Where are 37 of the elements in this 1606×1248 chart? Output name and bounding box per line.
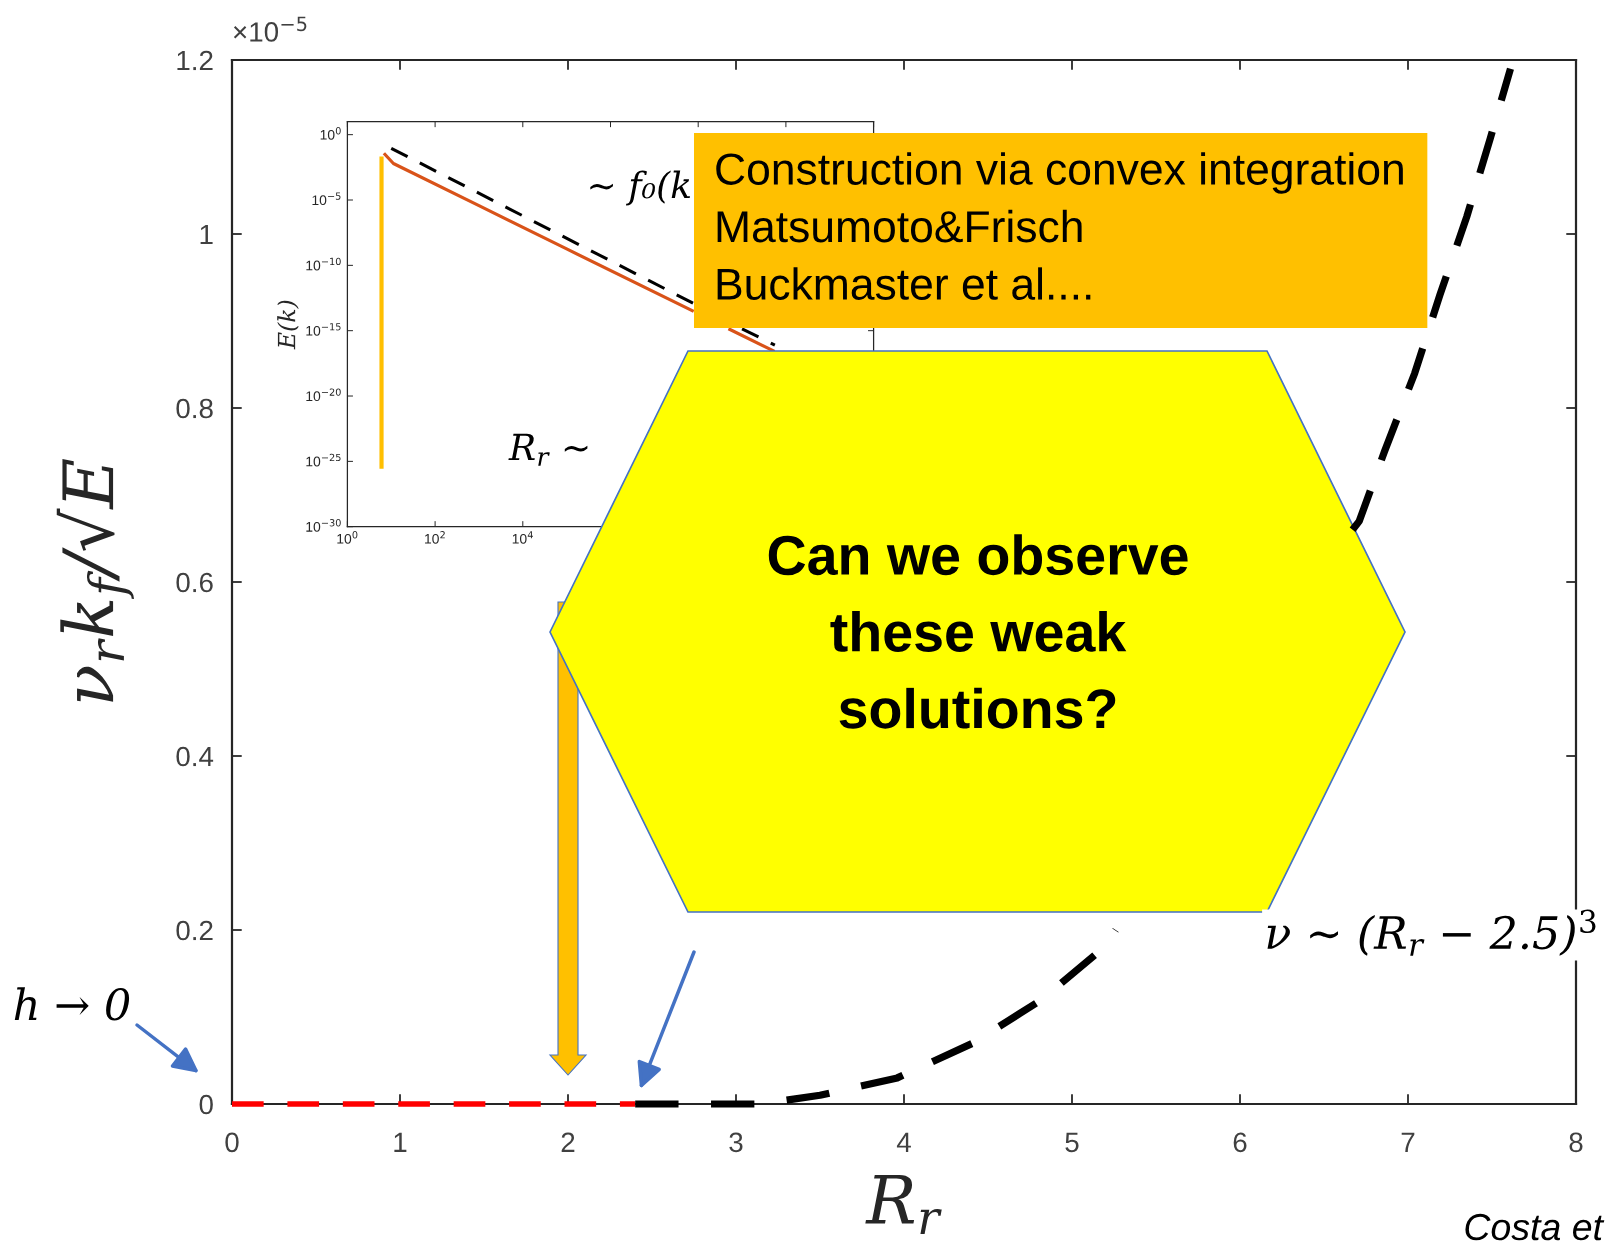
x-tick-label: 10$^{0}$ <box>337 531 358 544</box>
annotation: R$_{r}$ ∼ <box>508 433 588 466</box>
y-tick-label: 0.4 <box>176 746 214 767</box>
x-tick-label: 4 <box>896 1132 911 1152</box>
y-tick-label: 0.2 <box>176 920 213 941</box>
x-tick-label: 0 <box>225 1132 239 1153</box>
y-tick-label: 10$^{−25}$ <box>306 453 341 467</box>
x-tick-label: 3 <box>729 1132 743 1153</box>
y-tick-label: 0 <box>199 1094 213 1115</box>
x-tick-label: 6 <box>1233 1132 1247 1153</box>
y-axis-title: E(k) <box>277 300 299 350</box>
x-tick-label: 7 <box>1401 1132 1415 1152</box>
x-tick-label: 5 <box>1065 1132 1079 1153</box>
y-tick-label: 10$^{−5}$ <box>312 192 341 206</box>
x-axis-title: R$_{r}$ <box>865 1174 942 1234</box>
y-tick-label: 10$^{0}$ <box>320 127 341 140</box>
y-tick-label: 10$^{−20}$ <box>306 388 341 402</box>
y-tick-label: 0.8 <box>176 398 213 419</box>
y-tick-label: 1 <box>200 224 213 245</box>
x-tick-label: 2 <box>561 1132 575 1152</box>
text: ×10$^{−5}$ <box>233 16 307 42</box>
y-tick-label: 0.6 <box>176 572 213 593</box>
y-tick-label: 1.2 <box>177 50 213 71</box>
y-axis-title: ν$_{r}$k$_{f}$/√E <box>56 459 135 702</box>
y-tick-label: 10$^{−15}$ <box>306 323 341 336</box>
y-tick-label: 10$^{−10}$ <box>306 257 341 271</box>
x-tick-label: 1 <box>394 1132 407 1152</box>
x-tick-label: 8 <box>1569 1132 1583 1153</box>
annotation: Construction via convex integration Matsumoto&Frisch Buckmaster et al.... <box>716 152 1403 300</box>
annotation: ∼ f₀(k <box>590 170 690 206</box>
annotation: ν ∼ (R$_{r}$ − 2.5)$^{3}$ <box>1267 909 1596 956</box>
annotation: Can we observe these weak solutions? <box>768 534 1188 729</box>
y-tick-label: 10$^{−30}$ <box>306 519 341 532</box>
text: Costa et <box>1465 1213 1605 1241</box>
x-tick-label: 10$^{2}$ <box>425 531 445 544</box>
x-tick-label: 10$^{4}$ <box>512 531 533 544</box>
text: h → 0 <box>14 987 130 1021</box>
